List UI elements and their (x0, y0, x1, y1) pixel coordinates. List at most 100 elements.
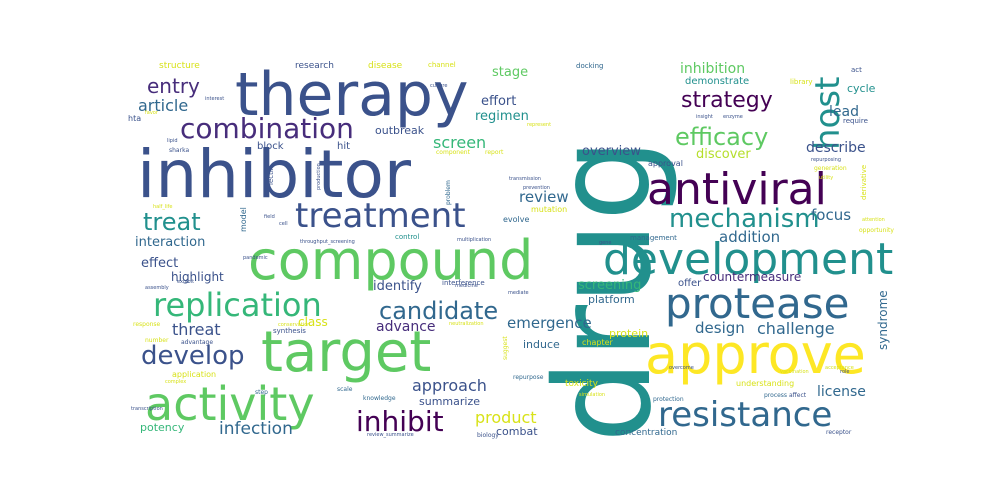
word-pandemic: pandemic (243, 255, 268, 261)
word-culture: culture (430, 83, 448, 89)
word-candidate: candidate (379, 297, 499, 325)
word-cell: cell (279, 221, 288, 227)
word-repurposing: repurposing (811, 157, 841, 163)
word-lead: lead (829, 104, 859, 120)
word-docking: docking (576, 62, 604, 70)
word-advance: advance (376, 319, 436, 335)
word-complex: complex (165, 379, 187, 385)
word-combination: combination (180, 112, 354, 145)
word-concentration: concentration (615, 428, 678, 438)
word-suggest: suggest (502, 336, 509, 360)
word-inhibition: inhibition (680, 61, 746, 77)
word-process: process (764, 392, 788, 399)
word-interference: interference (442, 279, 485, 287)
word-overview: overview (582, 144, 641, 159)
word-threat: threat (172, 320, 221, 339)
word-entry: entry (147, 74, 200, 98)
word-countermeasure: countermeasure (703, 270, 802, 284)
word-insight: insight (696, 114, 713, 120)
word-gene: gene (599, 240, 612, 246)
word-channel: channel (428, 61, 456, 69)
word-control: control (395, 233, 420, 241)
word-treat: treat (143, 208, 201, 236)
word-development: development (603, 234, 894, 285)
word-activity: activity (145, 377, 315, 431)
word-multiplication: multiplication (457, 237, 492, 243)
word-vaccination: vaccination (780, 369, 809, 375)
word-require: require (843, 117, 868, 125)
word-assembly: assembly (145, 285, 169, 291)
word-prevention: prevention (523, 185, 550, 191)
word-utility: utility (819, 175, 834, 181)
word-demonstrate: demonstrate (685, 76, 750, 87)
word-license: license (817, 384, 866, 400)
word-mechanism: mechanism (669, 204, 820, 234)
word-understanding: understanding (736, 379, 795, 388)
word-problem: problem (445, 180, 452, 205)
word-screening: screening (578, 278, 642, 293)
word-structure: structure (159, 61, 200, 71)
word-scale: scale (337, 386, 353, 393)
word-therapy: therapy (235, 60, 469, 130)
word-chapter: chapter (582, 338, 613, 347)
word-compound: compound (248, 229, 534, 292)
word-interest: interest (205, 96, 225, 102)
word-infection: infection (219, 419, 293, 439)
word-highlight: highlight (171, 270, 224, 284)
word-interaction: interaction (135, 235, 206, 250)
word-acceptance: acceptance (825, 365, 854, 371)
word-production: production (316, 163, 322, 190)
word-strategy: strategy (681, 88, 773, 113)
word-protease: protease (665, 279, 850, 328)
word-sharka: sharka (169, 147, 190, 154)
word-half-life: half_life (153, 204, 173, 210)
word-transmission: transmission (509, 176, 541, 182)
word-class: class (298, 315, 328, 329)
word-regimen: regimen (475, 109, 529, 124)
word-favor: favor (145, 110, 158, 116)
word-offer: offer (678, 278, 702, 289)
word-repurpose: repurpose (513, 374, 544, 381)
word-addition: addition (719, 228, 781, 246)
word-cycle: cycle (847, 82, 876, 95)
word-product: product (475, 408, 537, 427)
word-conservation: conservation (278, 322, 311, 328)
word-challenge: challenge (757, 319, 835, 338)
word-mediate: mediate (508, 290, 529, 296)
word-replication: replication (153, 286, 322, 324)
word-focus: focus (811, 206, 852, 224)
word-lectin: lectin (267, 165, 275, 185)
word-library: library (790, 78, 813, 86)
word-act: act (851, 66, 862, 74)
word-step: step (255, 389, 268, 396)
word-research: research (295, 61, 334, 71)
word-derivative: derivative (860, 164, 868, 200)
word-design: design (695, 319, 745, 337)
word-block: block (257, 141, 284, 152)
word-article: article (138, 96, 189, 115)
word-effort: effort (481, 94, 517, 109)
word-approve: approve (645, 323, 866, 386)
word-mutation: mutation (531, 205, 568, 214)
word-antiviral: antiviral (647, 164, 827, 215)
word-outbreak: outbreak (375, 124, 425, 137)
word-protein: protein (609, 327, 649, 340)
word-hit: hit (337, 141, 351, 152)
word-toxicity: toxicity (565, 379, 598, 389)
word-review-summarize: review_summarize (367, 432, 414, 438)
word-potency: potency (140, 421, 185, 434)
word-represent: represent (527, 122, 552, 128)
word-affect: affect (789, 392, 807, 399)
word-biology: biology (477, 432, 499, 439)
word-inhibit: inhibit (356, 405, 444, 438)
word-disease: disease (368, 61, 403, 71)
word-approval: approval (648, 159, 683, 168)
word-overcome: overcome (669, 365, 694, 371)
word-stage: stage (492, 65, 529, 80)
word-role: role (840, 369, 850, 375)
word-exhibit: exhibit (177, 279, 195, 285)
word-treatment: treatment (295, 196, 466, 236)
word-simulation: simulation (579, 392, 606, 398)
word-discover: discover (696, 147, 751, 162)
